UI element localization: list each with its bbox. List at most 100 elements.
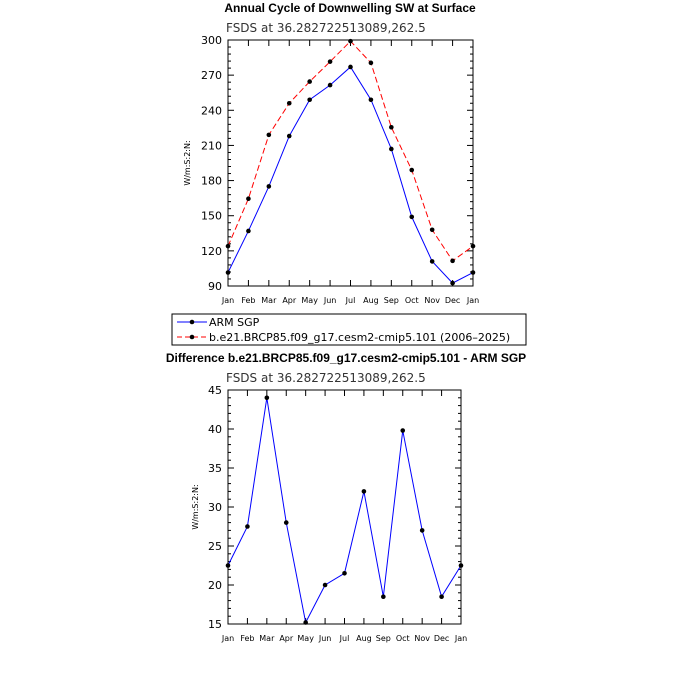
chart2-xtick-label: Jul	[339, 634, 350, 643]
chart2-xtick-label: Mar	[259, 634, 275, 643]
legend-marker-model	[189, 334, 195, 340]
legend-marker-arm	[189, 319, 195, 325]
chart2-xtick-label: Oct	[396, 634, 410, 643]
chart1-series-1-point	[409, 167, 415, 173]
chart1-ylabel: W/m:S:2:N:	[183, 140, 192, 185]
chart1-series-1-point	[368, 60, 374, 66]
chart2-xtick-label: Aug	[356, 634, 372, 643]
chart1-ytick-label: 270	[201, 69, 222, 82]
chart2-ytick-label: 15	[208, 618, 222, 631]
chart2-series-0-point	[419, 528, 425, 533]
chart2-series-0-point	[342, 571, 347, 576]
chart1-xtick-label: Jan	[221, 296, 234, 305]
chart2-ytick-label: 35	[208, 462, 222, 475]
chart1-ytick-label: 300	[201, 34, 222, 47]
chart2-series-0-point	[458, 563, 464, 568]
chart2-xtick-label: Sep	[376, 634, 391, 643]
chart1-series-1-point	[327, 59, 333, 64]
chart1-ytick-label: 120	[201, 245, 222, 258]
legend-label-arm: ARM SGP	[209, 316, 260, 329]
chart2-xtick-label: May	[297, 634, 314, 643]
chart2-xtick-label: Jan	[221, 634, 234, 643]
legend-label-model: b.e21.BRCP85.f09_g17.cesm2-cmip5.101 (20…	[209, 331, 510, 344]
chart2-axes: 15 20 25 30 35 40 45 Jan Feb Mar Apr May Jun Jul Aug Se…	[208, 384, 467, 643]
chart1-series-0-point	[327, 82, 333, 88]
chart2-series-0-point	[264, 395, 270, 401]
chart1-series-1-point	[470, 243, 476, 249]
legend-box	[171, 313, 527, 346]
chart2-title: Difference b.e21.BRCP85.f09_g17.cesm2-cm…	[166, 351, 526, 365]
chart1-series-0-point	[246, 228, 251, 234]
chart1-series-1-point	[450, 258, 455, 264]
chart1-series-1-line	[227, 40, 474, 262]
chart1-series-1-point	[246, 196, 251, 202]
chart1-series-0-point	[368, 97, 374, 103]
chart2-xtick-label: Nov	[414, 634, 430, 643]
chart2-series-0-point	[400, 428, 406, 433]
chart2-series-0-point	[245, 524, 250, 529]
chart2-subtitle: FSDS at 36.282722513089,262.5	[226, 371, 426, 385]
chart1-xtick-label: Apr	[282, 296, 297, 305]
chart2-xtick-label: Feb	[240, 634, 254, 643]
chart1-xtick-label: May	[301, 296, 318, 305]
chart2-series-0-point	[225, 563, 231, 568]
chart1-series-0-point	[429, 259, 435, 264]
chart1-ytick-label: 240	[201, 104, 222, 117]
chart2-ytick-label: 20	[208, 579, 222, 592]
chart1-xtick-label: Dec	[445, 296, 460, 305]
chart1-xtick-label: Feb	[241, 296, 255, 305]
chart2-series-0-point	[439, 594, 444, 599]
chart1-series-0-point	[450, 280, 455, 286]
chart1-xtick-label: Jan	[466, 296, 479, 305]
chart2-series-0-point	[361, 489, 367, 494]
chart2-series-0-point	[283, 520, 289, 525]
chart1-ytick-label: 150	[201, 210, 222, 223]
chart1-xtick-label: Jun	[323, 296, 337, 305]
chart2-xtick-label: Jun	[318, 634, 332, 643]
chart1-series-1-point	[307, 79, 312, 84]
chart2-xtick-label: Apr	[279, 634, 294, 643]
chart1-legend: ARM SGP b.e21.BRCP85.f09_g17.cesm2-cmip5…	[171, 313, 527, 346]
chart1-xtick-label: Nov	[424, 296, 440, 305]
chart1-subtitle: FSDS at 36.282722513089,262.5	[226, 21, 426, 35]
chart2-plot-area	[225, 395, 464, 625]
chart1-series-0-point	[225, 270, 231, 275]
chart1-series-1-point	[348, 38, 353, 44]
chart2-series-0-point	[381, 594, 386, 599]
chart1-series-0-point	[266, 184, 272, 189]
chart1-plot-area	[225, 38, 476, 286]
chart2-series-0-point	[303, 620, 308, 625]
chart1-ytick-label: 180	[201, 175, 222, 188]
chart1-series-1-point	[389, 124, 394, 130]
chart2-xtick-label: Jan	[454, 634, 467, 643]
chart2-xtick-label: Dec	[434, 634, 449, 643]
chart1-frame	[227, 39, 474, 287]
chart1-series-1-point	[286, 100, 292, 106]
chart2-ytick-label: 45	[208, 384, 222, 397]
chart1-series-0-point	[307, 97, 312, 103]
chart2-series-0-line	[227, 397, 462, 624]
chart2-ytick-label: 40	[208, 423, 222, 436]
chart1-xtick-label: Mar	[261, 296, 277, 305]
chart2-ytick-label: 30	[208, 501, 222, 514]
chart1-ytick-label: 210	[201, 139, 222, 152]
chart1-series-1-point	[266, 132, 272, 138]
chart2-ytick-label: 25	[208, 540, 222, 553]
chart1-series-0-point	[286, 133, 292, 139]
chart1-xtick-label: Aug	[363, 296, 379, 305]
chart1-series-0-point	[348, 64, 353, 70]
chart1-xtick-label: Oct	[405, 296, 419, 305]
chart1-series-0-point	[470, 270, 476, 275]
chart1-xtick-label: Jul	[345, 296, 356, 305]
chart1-axes: 90 120 150 180 210 240 270 300 Jan Feb Mar Apr May Ju…	[201, 34, 479, 305]
chart1-series-0-point	[389, 146, 394, 152]
chart1-series-0-point	[409, 214, 415, 220]
chart1-title: Annual Cycle of Downwelling SW at Surfac…	[224, 1, 476, 15]
chart1-ytick-label: 90	[208, 280, 222, 293]
chart1-xtick-label: Sep	[384, 296, 399, 305]
chart2-series-0-point	[322, 582, 328, 588]
chart1-series-0-line	[227, 66, 474, 284]
chart1-series-1-point	[225, 243, 231, 249]
chart2-ylabel: W/m:S:2:N:	[191, 484, 200, 529]
